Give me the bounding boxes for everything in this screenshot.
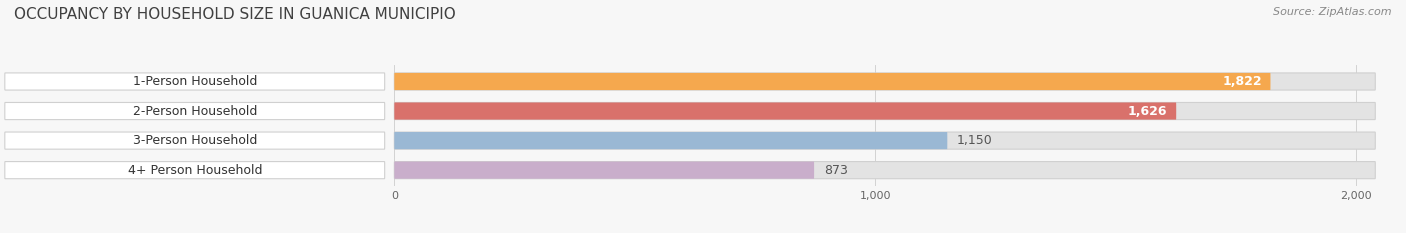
FancyBboxPatch shape <box>394 161 814 179</box>
FancyBboxPatch shape <box>394 132 1375 149</box>
FancyBboxPatch shape <box>394 73 1375 90</box>
FancyBboxPatch shape <box>4 161 385 179</box>
FancyBboxPatch shape <box>4 132 385 149</box>
Text: 4+ Person Household: 4+ Person Household <box>128 164 262 177</box>
Text: 1,822: 1,822 <box>1222 75 1261 88</box>
Text: 1,626: 1,626 <box>1128 105 1167 117</box>
Text: Source: ZipAtlas.com: Source: ZipAtlas.com <box>1274 7 1392 17</box>
FancyBboxPatch shape <box>394 73 1271 90</box>
Text: OCCUPANCY BY HOUSEHOLD SIZE IN GUANICA MUNICIPIO: OCCUPANCY BY HOUSEHOLD SIZE IN GUANICA M… <box>14 7 456 22</box>
FancyBboxPatch shape <box>394 103 1177 120</box>
Text: 873: 873 <box>824 164 848 177</box>
FancyBboxPatch shape <box>4 103 385 120</box>
Text: 1,150: 1,150 <box>957 134 993 147</box>
FancyBboxPatch shape <box>4 73 385 90</box>
Text: 2-Person Household: 2-Person Household <box>132 105 257 117</box>
FancyBboxPatch shape <box>394 161 1375 179</box>
Text: 3-Person Household: 3-Person Household <box>132 134 257 147</box>
Text: 1-Person Household: 1-Person Household <box>132 75 257 88</box>
FancyBboxPatch shape <box>394 103 1375 120</box>
FancyBboxPatch shape <box>394 132 948 149</box>
